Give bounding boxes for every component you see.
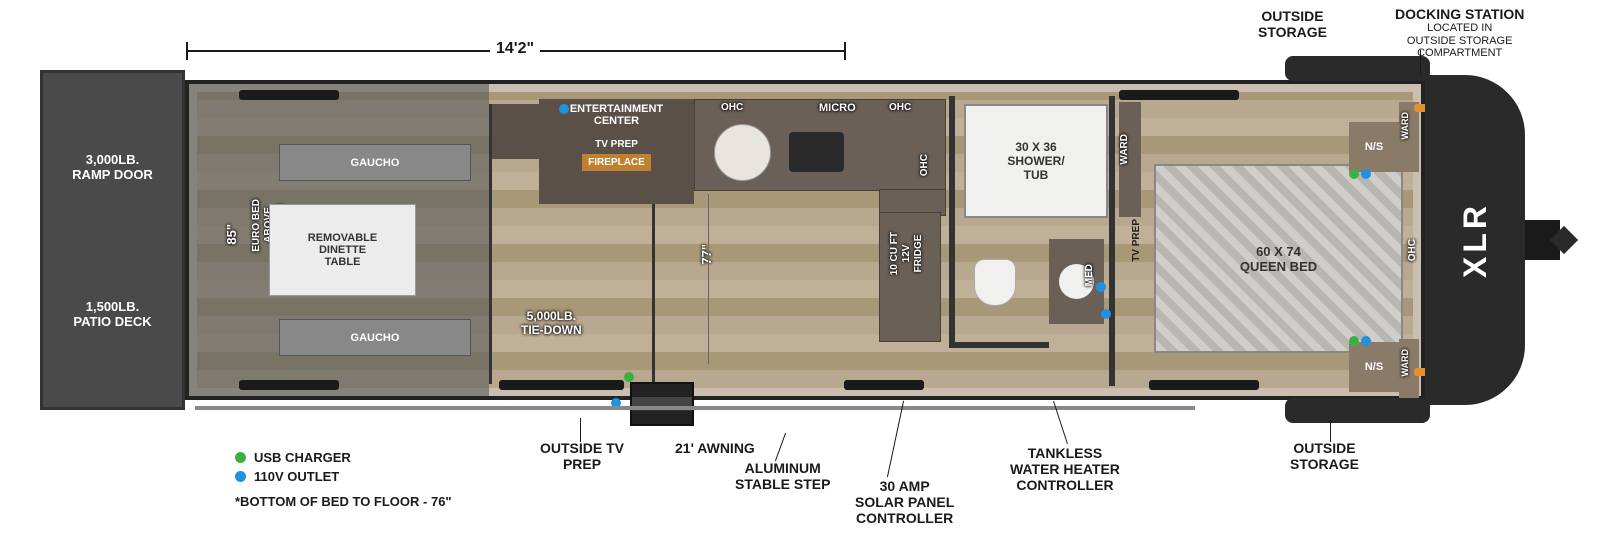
legend-usb-swatch xyxy=(235,452,246,463)
outlet-dot-ent xyxy=(559,104,569,114)
legend-outlet-row: 110V OUTLET xyxy=(235,469,452,484)
solar-callout: 30 AMP SOLAR PANEL CONTROLLER xyxy=(855,478,954,526)
queen-bed: 60 X 74 QUEEN BED xyxy=(1154,164,1403,353)
wall-bath-bedroom xyxy=(1109,96,1115,386)
outside-storage-bottom xyxy=(1285,398,1430,423)
floorplan-container: 3,000LB. RAMP DOOR 1,500LB. PATIO DECK 8… xyxy=(40,70,1560,410)
window-garage-top xyxy=(239,90,339,100)
shower-tub: 30 X 36 SHOWER/ TUB xyxy=(964,104,1108,218)
legend: USB CHARGER 110V OUTLET *BOTTOM OF BED T… xyxy=(235,450,452,509)
ohc-kitchen-1: OHC xyxy=(721,102,743,114)
leader-storage-bottom xyxy=(1330,420,1331,442)
leader-docking xyxy=(1420,50,1421,75)
kitchen-sink xyxy=(714,124,771,181)
queen-bed-label: 60 X 74 QUEEN BED xyxy=(1240,244,1317,274)
docking-station-sub: LOCATED IN OUTSIDE STORAGE COMPARTMENT xyxy=(1395,22,1524,60)
dim-garage-width: 14'2" xyxy=(490,40,540,58)
awning-text: 21' AWNING xyxy=(675,440,755,456)
solar-text: 30 AMP SOLAR PANEL CONTROLLER xyxy=(855,478,954,526)
ohc-kitchen-side: OHC xyxy=(919,154,931,176)
leader-tv-prep xyxy=(580,418,581,442)
gaucho-bottom: GAUCHO xyxy=(279,319,471,356)
dim-living-line xyxy=(708,194,709,364)
outlet-dot-ns-top xyxy=(1361,169,1371,179)
outside-storage-bottom-text: OUTSIDE STORAGE xyxy=(1290,440,1359,472)
usb-dot-ns-top xyxy=(1349,169,1359,179)
gaucho-top: GAUCHO xyxy=(279,144,471,181)
tie-down-label: 5,000LB. TIE-DOWN xyxy=(521,309,582,338)
hitch xyxy=(1525,220,1560,260)
legend-bed-floor-note: *BOTTOM OF BED TO FLOOR - 76" xyxy=(235,494,452,509)
dim-living-width: 77" xyxy=(699,244,715,265)
usb-dot-ns-bottom xyxy=(1349,336,1359,346)
front-cap: XLR xyxy=(1425,75,1525,405)
shower-label: 30 X 36 SHOWER/ TUB xyxy=(1007,140,1064,182)
dim-garage-left-tick xyxy=(186,42,188,60)
toilet xyxy=(974,259,1016,306)
tankless-callout: TANKLESS WATER HEATER CONTROLLER xyxy=(1010,445,1120,493)
nightstand-bottom: N/S xyxy=(1349,342,1399,392)
legend-outlet-swatch xyxy=(235,471,246,482)
outlet-dot-vanity xyxy=(1096,282,1106,292)
leader-step xyxy=(775,433,786,462)
usb-dot-garage xyxy=(624,372,634,382)
outside-tv-prep-text: OUTSIDE TV PREP xyxy=(540,440,624,472)
ward-top-label: WARD xyxy=(1400,112,1411,140)
ramp-door-label: 3,000LB. RAMP DOOR xyxy=(72,152,153,182)
dinette-label: REMOVABLE DINETTE TABLE xyxy=(308,232,377,268)
patio-deck-label: 1,500LB. PATIO DECK xyxy=(73,299,151,329)
gaucho-bottom-label: GAUCHO xyxy=(351,332,400,344)
wall-bath-bottom xyxy=(949,342,1049,348)
window-entry xyxy=(844,380,924,390)
gaucho-top-label: GAUCHO xyxy=(351,157,400,169)
docking-station-text: DOCKING STATION xyxy=(1395,6,1524,22)
docking-station-callout: DOCKING STATION LOCATED IN OUTSIDE STORA… xyxy=(1395,6,1524,60)
awning-bar xyxy=(195,406,1195,410)
tv-prep-bedroom: TV PREP xyxy=(1131,219,1143,262)
kitchen-stove xyxy=(789,132,844,172)
fireplace-label: FIREPLACE xyxy=(582,154,651,171)
outside-storage-top-text: OUTSIDE STORAGE xyxy=(1258,8,1327,40)
ohc-kitchen-2: OHC xyxy=(889,102,911,114)
fridge-label: 10 CU FT 12V FRIDGE xyxy=(889,232,925,275)
tv-prep-label: TV PREP xyxy=(539,139,694,150)
awning-callout: 21' AWNING xyxy=(675,440,755,456)
nightstand-top: N/S xyxy=(1349,122,1399,172)
dim-garage-height: 85" xyxy=(224,224,240,245)
leader-solar xyxy=(887,401,904,478)
legend-usb-row: USB CHARGER xyxy=(235,450,452,465)
dinette-table: REMOVABLE DINETTE TABLE xyxy=(269,204,416,296)
ward-bath-label: WARD xyxy=(1119,134,1131,165)
ohc-front-label: OHC xyxy=(1407,239,1419,261)
wall-kitchen-bath xyxy=(949,96,955,346)
window-bath-top xyxy=(1119,90,1239,100)
med-label: MED xyxy=(1084,264,1096,286)
ward-bottom-label: WARD xyxy=(1400,349,1411,377)
aluminum-step-callout: ALUMINUM STABLE STEP xyxy=(735,460,830,492)
ns-bottom-label: N/S xyxy=(1365,361,1383,373)
dim-garage-right-tick xyxy=(844,42,846,60)
entry-step xyxy=(630,382,694,426)
xlr-logo: XLR xyxy=(1457,202,1494,278)
trailer-body: 85" GAUCHO GAUCHO EURO BED ABOVE (QUEEN)… xyxy=(185,80,1425,400)
outside-tv-prep-callout: OUTSIDE TV PREP xyxy=(540,440,624,472)
window-garage-bottom xyxy=(239,380,339,390)
outlet-dot-vanity2 xyxy=(1101,309,1111,319)
legend-usb-text: USB CHARGER xyxy=(254,450,351,465)
entertainment-center: ENTERTAINMENT CENTER TV PREP FIREPLACE xyxy=(539,99,694,204)
micro-label: MICRO xyxy=(819,102,856,115)
ramp-door-section: 3,000LB. RAMP DOOR 1,500LB. PATIO DECK xyxy=(40,70,185,410)
outside-storage-top-callout: OUTSIDE STORAGE xyxy=(1258,8,1327,40)
outlet-dot-ns-bottom xyxy=(1361,336,1371,346)
legend-outlet-text: 110V OUTLET xyxy=(254,469,339,484)
tankless-text: TANKLESS WATER HEATER CONTROLLER xyxy=(1010,445,1120,493)
ns-top-label: N/S xyxy=(1365,141,1383,153)
window-bedroom-bottom xyxy=(1149,380,1259,390)
outside-storage-bottom-callout: OUTSIDE STORAGE xyxy=(1290,440,1359,472)
aluminum-step-text: ALUMINUM STABLE STEP xyxy=(735,460,830,492)
